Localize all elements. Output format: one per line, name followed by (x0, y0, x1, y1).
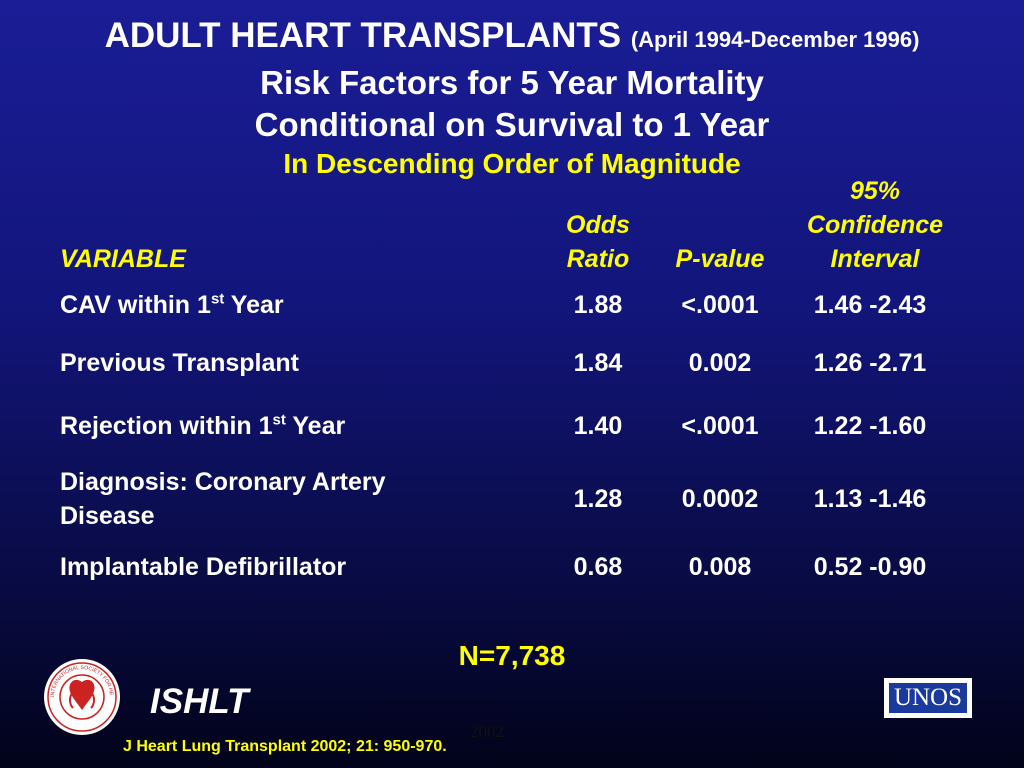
ishlt-label: ISHLT (150, 682, 249, 721)
row-4-odds-ratio: 1.28 (573, 485, 623, 513)
row-4-variable-line1: Diagnosis: Coronary Artery (60, 468, 386, 496)
header-odds-line1: Odds (566, 211, 630, 239)
row-1-odds-ratio: 1.88 (573, 291, 623, 319)
title-line-4: In Descending Order of Magnitude (283, 148, 741, 179)
row-5-ci: 0.52 -0.90 (813, 553, 927, 581)
header-odds: Odds Ratio (548, 208, 648, 276)
row-3-sup: st (272, 411, 286, 429)
row-1-variable-suffix: Year (224, 291, 284, 319)
row-5-p-value: 0.008 (688, 553, 752, 581)
title-line-2: Risk Factors for 5 Year Mortality (260, 64, 764, 101)
sample-size: N=7,738 (458, 640, 566, 671)
header-ci-line2: Confidence (806, 211, 944, 239)
row-4-ci: 1.13 -1.46 (813, 485, 927, 513)
row-3-variable: Rejection within 1st Year (60, 409, 480, 443)
header-pvalue: P-value (675, 245, 765, 273)
row-3-p-value: <.0001 (681, 412, 759, 440)
header-ci: 95% Confidence Interval (780, 174, 970, 276)
unos-logo-text: UNOS (889, 683, 967, 713)
row-4-p-value: 0.0002 (681, 485, 759, 513)
row-2-p-value: 0.002 (688, 349, 752, 377)
row-2-ci: 1.26 -2.71 (813, 349, 927, 377)
title-line-3: Conditional on Survival to 1 Year (254, 106, 770, 143)
header-odds-line2: Ratio (566, 245, 630, 273)
row-5-odds-ratio: 0.68 (573, 553, 623, 581)
header-ci-line1: 95% (849, 177, 901, 205)
row-1-ci: 1.46 -2.43 (813, 291, 927, 319)
row-4-variable: Diagnosis: Coronary Artery Disease (60, 465, 480, 533)
title-dates: (April 1994-December 1996) (630, 27, 920, 52)
title-block: ADULT HEART TRANSPLANTS (April 1994-Dece… (0, 14, 1024, 182)
row-3-variable-text: Rejection within 1 (60, 412, 273, 440)
main-title-text: ADULT HEART TRANSPLANTS (104, 16, 622, 55)
row-5-variable: Implantable Defibrillator (60, 553, 347, 581)
row-3-odds-ratio: 1.40 (573, 412, 623, 440)
citation: J Heart Lung Transplant 2002; 21: 950-97… (123, 738, 447, 755)
unos-logo: UNOS (884, 678, 972, 718)
row-2-variable: Previous Transplant (60, 349, 299, 377)
year-watermark: 2002 (470, 722, 504, 741)
header-ci-line3: Interval (830, 245, 920, 273)
ishlt-seal-logo: INTERNATIONAL SOCIETY FOR HEART & LUNG T… (43, 658, 120, 735)
row-2-odds-ratio: 1.84 (573, 349, 623, 377)
main-title: ADULT HEART TRANSPLANTS (April 1994-Dece… (0, 14, 1024, 62)
row-1-sup: st (210, 290, 225, 308)
row-1-p-value: <.0001 (681, 291, 759, 319)
row-1-variable-text: CAV within 1 (60, 291, 211, 319)
row-4-variable-line2: Disease (60, 502, 155, 530)
row-3-variable-suffix: Year (285, 412, 346, 440)
header-variable: VARIABLE (60, 245, 186, 273)
row-3-ci: 1.22 -1.60 (813, 412, 927, 440)
row-1-variable: CAV within 1st Year (60, 288, 480, 322)
